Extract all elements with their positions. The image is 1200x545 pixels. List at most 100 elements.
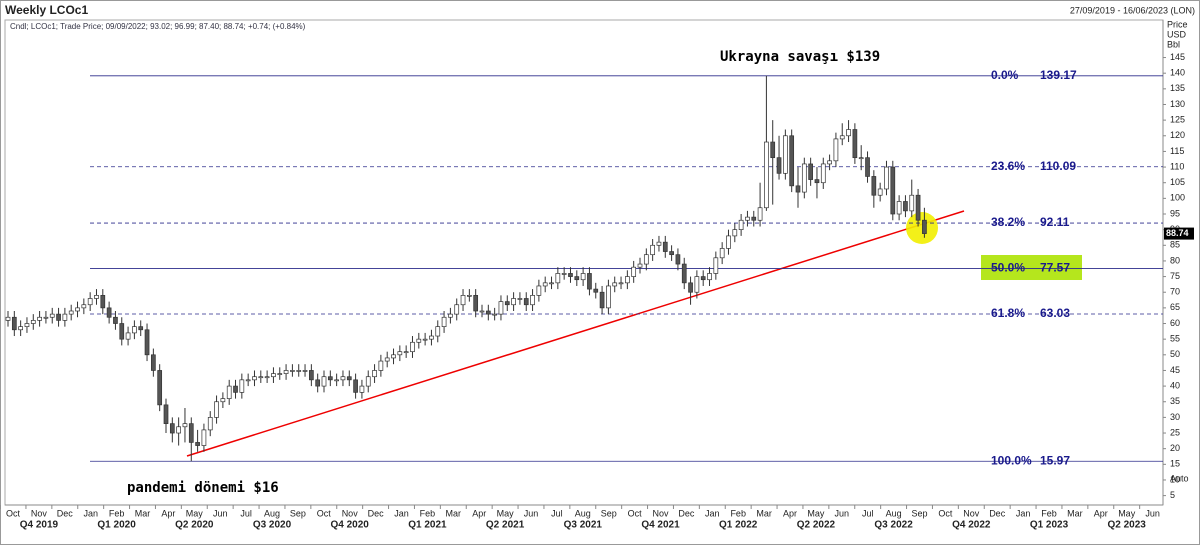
x-tick-label: Mar	[756, 508, 772, 518]
quarter-label: Q1 2023	[1030, 520, 1069, 531]
fib-price: 92.11	[1040, 215, 1070, 229]
x-tick-label: Mar	[446, 508, 462, 518]
candle-body	[561, 273, 567, 275]
y-tick-label: 70	[1170, 287, 1180, 297]
candle-body	[252, 376, 257, 381]
candle-body	[656, 241, 662, 246]
y-tick-label: 125	[1170, 115, 1185, 125]
candle-body	[5, 316, 11, 321]
candle-body	[858, 157, 864, 160]
fib-ratio: 50.0%	[991, 261, 1025, 275]
x-tick-label: Feb	[109, 508, 125, 518]
candle-body	[511, 298, 516, 306]
y-tick-label: 135	[1170, 83, 1185, 93]
candle-body	[827, 160, 832, 165]
candle-body	[580, 273, 586, 281]
candle-body	[738, 219, 744, 230]
x-tick-label: May	[497, 508, 515, 518]
candle-body	[568, 273, 573, 277]
quarter-label: Q2 2020	[175, 520, 214, 531]
y-tick-label: 145	[1170, 52, 1185, 62]
quarter-label: Q1 2022	[719, 520, 758, 531]
candle-body	[422, 338, 428, 341]
candle-body	[18, 326, 23, 331]
candle-body	[587, 273, 592, 290]
y-tick-label: 5	[1170, 490, 1175, 500]
fib-price: 110.09	[1040, 159, 1076, 173]
x-tick-label: Jul	[551, 508, 563, 518]
candle-body	[713, 257, 719, 274]
candle-body	[163, 404, 169, 424]
candle-body	[283, 370, 289, 374]
x-tick-label: Jan	[83, 508, 98, 518]
y-tick-label: 65	[1170, 302, 1180, 312]
candle-body	[833, 138, 839, 162]
candle-body	[138, 326, 144, 331]
x-tick-label: Dec	[57, 508, 74, 518]
candle-body	[264, 376, 270, 379]
x-tick-label: Jul	[240, 508, 252, 518]
y-tick-label: 105	[1170, 177, 1185, 187]
quarter-label: Q3 2021	[564, 520, 603, 531]
y-tick-label: 110	[1170, 161, 1184, 171]
candle-body	[707, 273, 712, 281]
quarter-label: Q4 2019	[20, 520, 59, 531]
candle-body	[359, 385, 365, 393]
candle-body	[188, 423, 194, 443]
candle-body	[75, 307, 80, 312]
candle-body	[309, 370, 314, 381]
y-tick-label: 60	[1170, 318, 1180, 328]
candle-body	[479, 310, 485, 313]
candle-body	[694, 276, 700, 293]
fib-price: 63.03	[1040, 306, 1070, 320]
candle-body	[517, 298, 523, 300]
candle-body	[801, 163, 807, 193]
candle-body	[151, 354, 156, 371]
x-tick-label: Apr	[472, 508, 486, 518]
candle-body	[11, 316, 17, 331]
candle-body	[403, 351, 409, 354]
x-tick-label: Nov	[652, 508, 669, 518]
candle-body	[820, 163, 826, 184]
candle-body	[106, 307, 112, 318]
candle-body	[233, 385, 238, 393]
candle-body	[783, 135, 788, 174]
candle-body	[353, 379, 358, 393]
x-tick-label: Dec	[678, 508, 695, 518]
x-tick-label: Feb	[1041, 508, 1057, 518]
candle-body	[410, 341, 415, 353]
candle-body	[675, 254, 681, 265]
candle-body	[296, 370, 302, 372]
candle-body	[441, 316, 447, 327]
candle-body	[530, 295, 535, 306]
candle-body	[391, 354, 396, 359]
candle-body	[637, 263, 643, 268]
candle-body	[903, 201, 908, 212]
x-tick-label: Aug	[264, 508, 280, 518]
candle-body	[372, 370, 377, 378]
trend-line	[186, 210, 965, 457]
candle-body	[378, 360, 384, 371]
x-tick-label: Aug	[886, 508, 902, 518]
candle-body	[87, 298, 93, 306]
x-tick-label: Jun	[524, 508, 539, 518]
y-tick-label: 25	[1170, 427, 1180, 437]
candle-body	[56, 313, 61, 321]
candle-body	[485, 310, 491, 315]
y-tick-label: 140	[1170, 68, 1185, 78]
candle-body	[346, 376, 352, 381]
fib-ratio: 61.8%	[991, 306, 1025, 320]
candle-body	[448, 313, 453, 318]
x-tick-label: Oct	[938, 508, 953, 518]
candle-body	[776, 157, 782, 174]
candle-body	[884, 166, 889, 190]
y-tick-label: 35	[1170, 396, 1180, 406]
candle-body	[498, 301, 504, 315]
candle-body	[719, 248, 725, 259]
candle-body	[839, 135, 845, 140]
x-tick-label: Aug	[575, 508, 591, 518]
x-tick-label: Nov	[342, 508, 359, 518]
fib-ratio: 0.0%	[991, 68, 1019, 82]
quarter-label: Q1 2020	[97, 520, 136, 531]
